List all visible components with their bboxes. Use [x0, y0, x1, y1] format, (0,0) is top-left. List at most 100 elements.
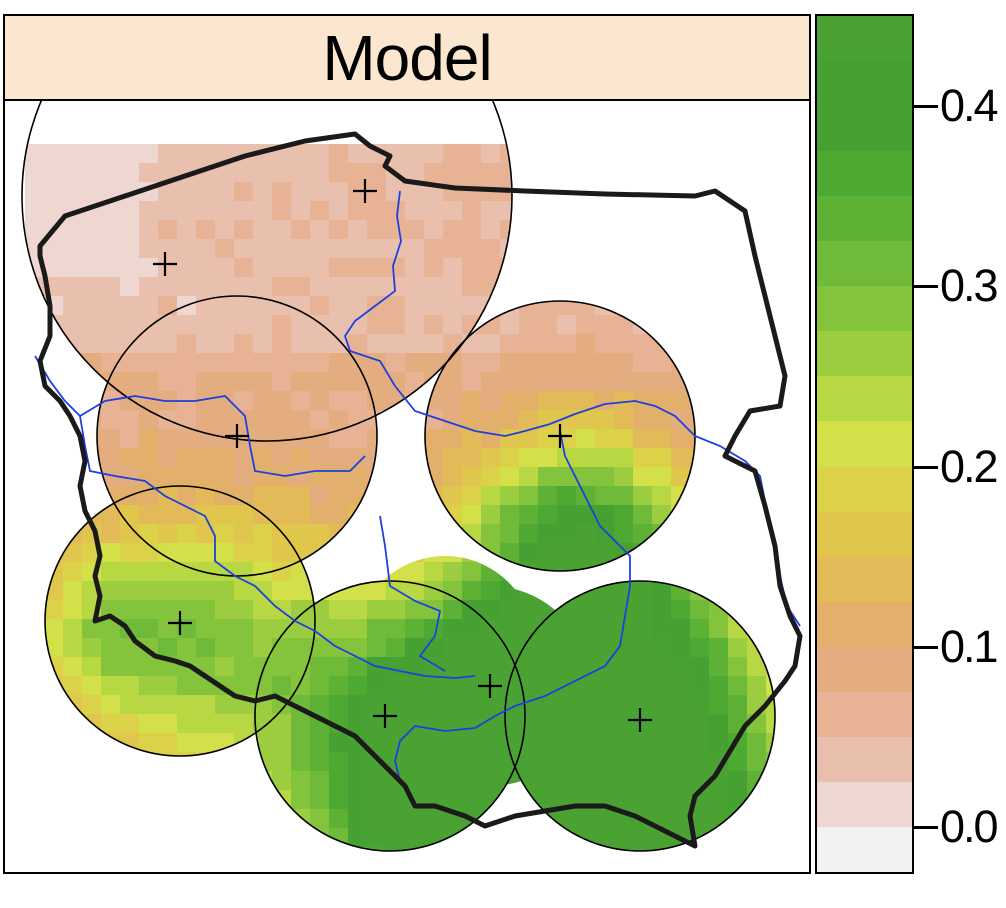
grid-cell: [253, 600, 272, 619]
grid-cell: [481, 239, 500, 258]
grid-cell: [177, 866, 196, 872]
grid-cell: [120, 372, 139, 391]
grid-cell: [158, 239, 177, 258]
grid-cell: [443, 752, 462, 771]
grid-cell: [63, 828, 82, 847]
grid-cell: [63, 258, 82, 277]
grid-cell: [709, 638, 728, 657]
grid-cell: [272, 429, 291, 448]
panel-title: Model: [322, 21, 492, 94]
grid-cell: [386, 429, 405, 448]
grid-cell: [101, 410, 120, 429]
grid-cell: [652, 239, 671, 258]
grid-cell: [196, 562, 215, 581]
grid-cell: [139, 581, 158, 600]
grid-cell: [576, 353, 595, 372]
grid-cell: [329, 182, 348, 201]
grid-cell: [44, 486, 63, 505]
grid-cell: [120, 410, 139, 429]
grid-cell: [633, 714, 652, 733]
grid-cell: [272, 391, 291, 410]
grid-cell: [196, 847, 215, 851]
grid-cell: [671, 847, 690, 851]
grid-cell: [329, 296, 348, 315]
grid-cell: [234, 847, 253, 851]
grid-cell: [386, 410, 405, 429]
grid-cell: [386, 733, 405, 752]
grid-cell: [120, 695, 139, 714]
grid-cell: [196, 353, 215, 372]
grid-cell: [633, 239, 652, 258]
grid-cell: [82, 182, 101, 201]
grid-cell: [158, 638, 177, 657]
grid-cell: [348, 809, 367, 828]
grid-cell: [538, 144, 557, 163]
grid-cell: [690, 581, 709, 600]
grid-cell: [633, 752, 652, 771]
grid-cell: [405, 866, 424, 872]
grid-cell: [120, 828, 139, 847]
grid-cell: [44, 619, 63, 638]
grid-cell: [462, 182, 481, 201]
grid-cell: [253, 524, 272, 543]
grid-cell: [576, 771, 595, 790]
grid-cell: [500, 391, 519, 410]
grid-cell: [63, 505, 82, 524]
grid-cell: [500, 429, 519, 448]
grid-cell: [272, 505, 291, 524]
grid-cell: [519, 619, 538, 638]
grid-cell: [234, 790, 253, 809]
grid-cell: [519, 163, 538, 182]
grid-cell: [310, 182, 329, 201]
grid-cell: [462, 866, 481, 872]
grid-cell: [804, 467, 809, 486]
grid-cell: [234, 239, 253, 258]
grid-cell: [310, 809, 329, 828]
grid-cell: [633, 182, 652, 201]
grid-cell: [367, 733, 386, 752]
grid-cell: [386, 828, 405, 847]
grid-cell: [766, 486, 775, 505]
grid-cell: [25, 467, 44, 486]
grid-cell: [101, 619, 120, 638]
grid-cell: [652, 657, 671, 676]
grid-cell: [481, 296, 500, 315]
grid-cell: [576, 410, 595, 429]
grid-cell: [310, 676, 329, 695]
grid-cell: [481, 448, 500, 467]
grid-cell: [443, 144, 462, 163]
grid-cell: [120, 657, 139, 676]
grid-cell: [538, 714, 557, 733]
grid-cell: [633, 505, 652, 524]
grid-cell: [614, 353, 633, 372]
grid-cell: [386, 676, 405, 695]
grid-cell: [462, 657, 481, 676]
grid-cell: [519, 581, 538, 600]
grid-cell: [538, 334, 557, 353]
grid-cell: [44, 676, 63, 695]
grid-cell: [519, 505, 538, 524]
grid-cell: [82, 771, 101, 790]
grid-cell: [310, 486, 329, 505]
grid-cell: [747, 619, 766, 638]
grid-cell: [329, 277, 348, 296]
grid-cell: [690, 752, 709, 771]
grid-cell: [158, 448, 177, 467]
grid-cell: [538, 847, 557, 851]
grid-cell: [291, 334, 310, 353]
grid-cell: [348, 638, 367, 657]
grid-cell: [196, 638, 215, 657]
grid-cell: [424, 239, 443, 258]
grid-cell: [120, 163, 139, 182]
grid-cell: [139, 144, 158, 163]
grid-cell: [557, 372, 576, 391]
grid-cell: [215, 790, 234, 809]
grid-cell: [405, 372, 424, 391]
grid-cell: [253, 619, 272, 638]
grid-cell: [652, 315, 671, 334]
grid-cell: [671, 809, 690, 828]
grid-cell: [158, 866, 177, 872]
grid-cell: [101, 676, 120, 695]
grid-cell: [804, 410, 809, 429]
grid-cell: [671, 448, 690, 467]
